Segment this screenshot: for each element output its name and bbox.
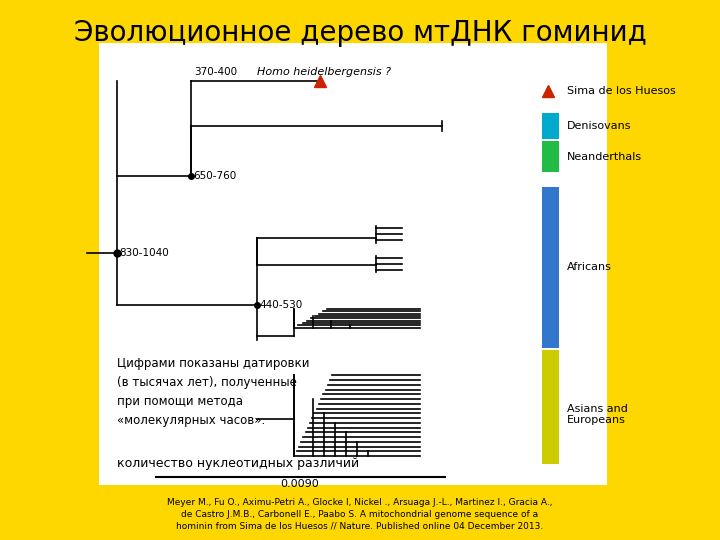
Text: 650-760: 650-760 xyxy=(193,171,236,181)
Text: Sima de los Huesos: Sima de los Huesos xyxy=(567,86,675,96)
Text: Denisovans: Denisovans xyxy=(567,121,631,131)
Text: 440-530: 440-530 xyxy=(259,300,303,310)
Text: Neanderthals: Neanderthals xyxy=(567,152,642,161)
Text: Meyer M., Fu O., Aximu-Petri A., Glocke I, Nickel ., Arsuaga J.-L., Martinez I.,: Meyer M., Fu O., Aximu-Petri A., Glocke … xyxy=(167,498,553,531)
Text: Homo heidelbergensis ?: Homo heidelbergensis ? xyxy=(258,66,392,77)
Text: Эволюционное дерево мтДНК гоминид: Эволюционное дерево мтДНК гоминид xyxy=(73,19,647,47)
Text: Asians and
Europeans: Asians and Europeans xyxy=(567,404,627,426)
Bar xyxy=(542,141,559,172)
Text: 0.0090: 0.0090 xyxy=(281,480,320,489)
Bar xyxy=(542,186,559,348)
Bar xyxy=(542,350,559,464)
Text: Africans: Africans xyxy=(567,262,611,273)
Bar xyxy=(542,113,559,139)
Text: количество нуклеотидных различий: количество нуклеотидных различий xyxy=(117,457,359,470)
Text: Цифрами показаны датировки
(в тысячах лет), полученные
при помощи метода
«молеку: Цифрами показаны датировки (в тысячах ле… xyxy=(117,356,309,427)
Text: 830-1040: 830-1040 xyxy=(119,248,168,258)
Text: 370-400: 370-400 xyxy=(194,66,238,77)
